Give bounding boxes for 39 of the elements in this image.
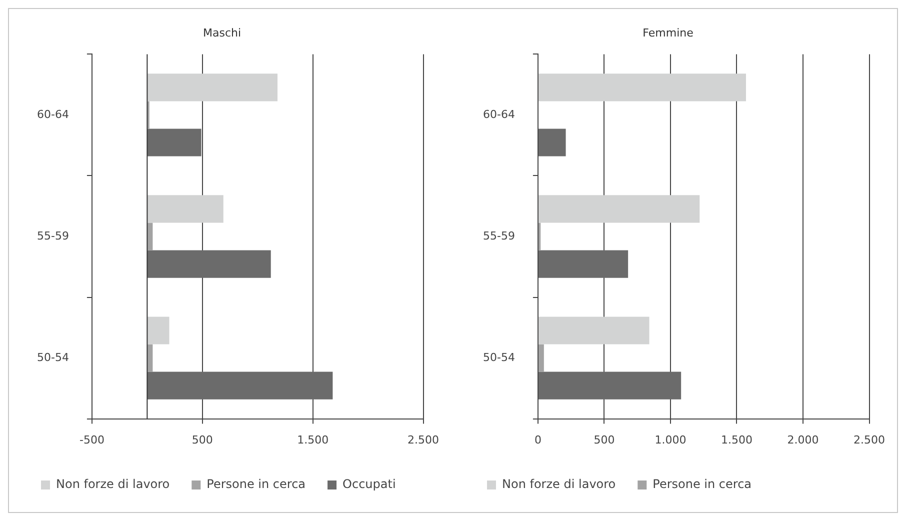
x-tick-label: -500 — [79, 433, 104, 446]
bar — [538, 316, 650, 344]
x-tick-label: 1.000 — [654, 433, 686, 446]
bar — [147, 250, 271, 278]
bar — [538, 128, 566, 156]
y-tick-label: 50-54 — [36, 350, 69, 364]
legend-label: Persone in cerca — [652, 477, 752, 492]
legend-label: Non forze di lavoro — [502, 477, 616, 492]
bar — [147, 372, 333, 400]
chart-title: Femmine — [642, 26, 694, 40]
bar — [538, 222, 541, 250]
bar — [538, 195, 700, 223]
bar — [538, 250, 628, 278]
x-tick-label: 0 — [534, 433, 542, 446]
y-tick-label: 60-64 — [36, 108, 69, 121]
x-tick-label: 2.500 — [408, 433, 440, 446]
legend-label: Non forze di lavoro — [56, 477, 170, 492]
y-tick-label: 55-59 — [482, 229, 515, 242]
x-tick-label: 500 — [192, 433, 213, 446]
bar — [147, 195, 224, 223]
x-tick-label: 2.000 — [787, 433, 819, 446]
bar — [147, 128, 202, 156]
x-tick-label: 1.500 — [720, 433, 752, 446]
bar — [147, 344, 153, 372]
bar — [538, 74, 746, 102]
bar — [538, 372, 682, 400]
bar — [147, 222, 153, 250]
x-tick-label: 2.500 — [854, 433, 886, 446]
chart-title: Maschi — [202, 26, 242, 40]
y-tick-label: 50-54 — [482, 350, 515, 364]
x-tick-label: 1.500 — [297, 433, 329, 446]
x-tick-label: 500 — [594, 433, 615, 446]
bar — [147, 316, 170, 344]
bar — [538, 344, 544, 372]
y-tick-label: 60-64 — [482, 108, 515, 121]
y-tick-label: 55-59 — [36, 229, 69, 242]
bar — [147, 74, 278, 102]
legend-label: Occupati — [342, 477, 396, 492]
legend-label: Persone in cerca — [206, 477, 306, 492]
